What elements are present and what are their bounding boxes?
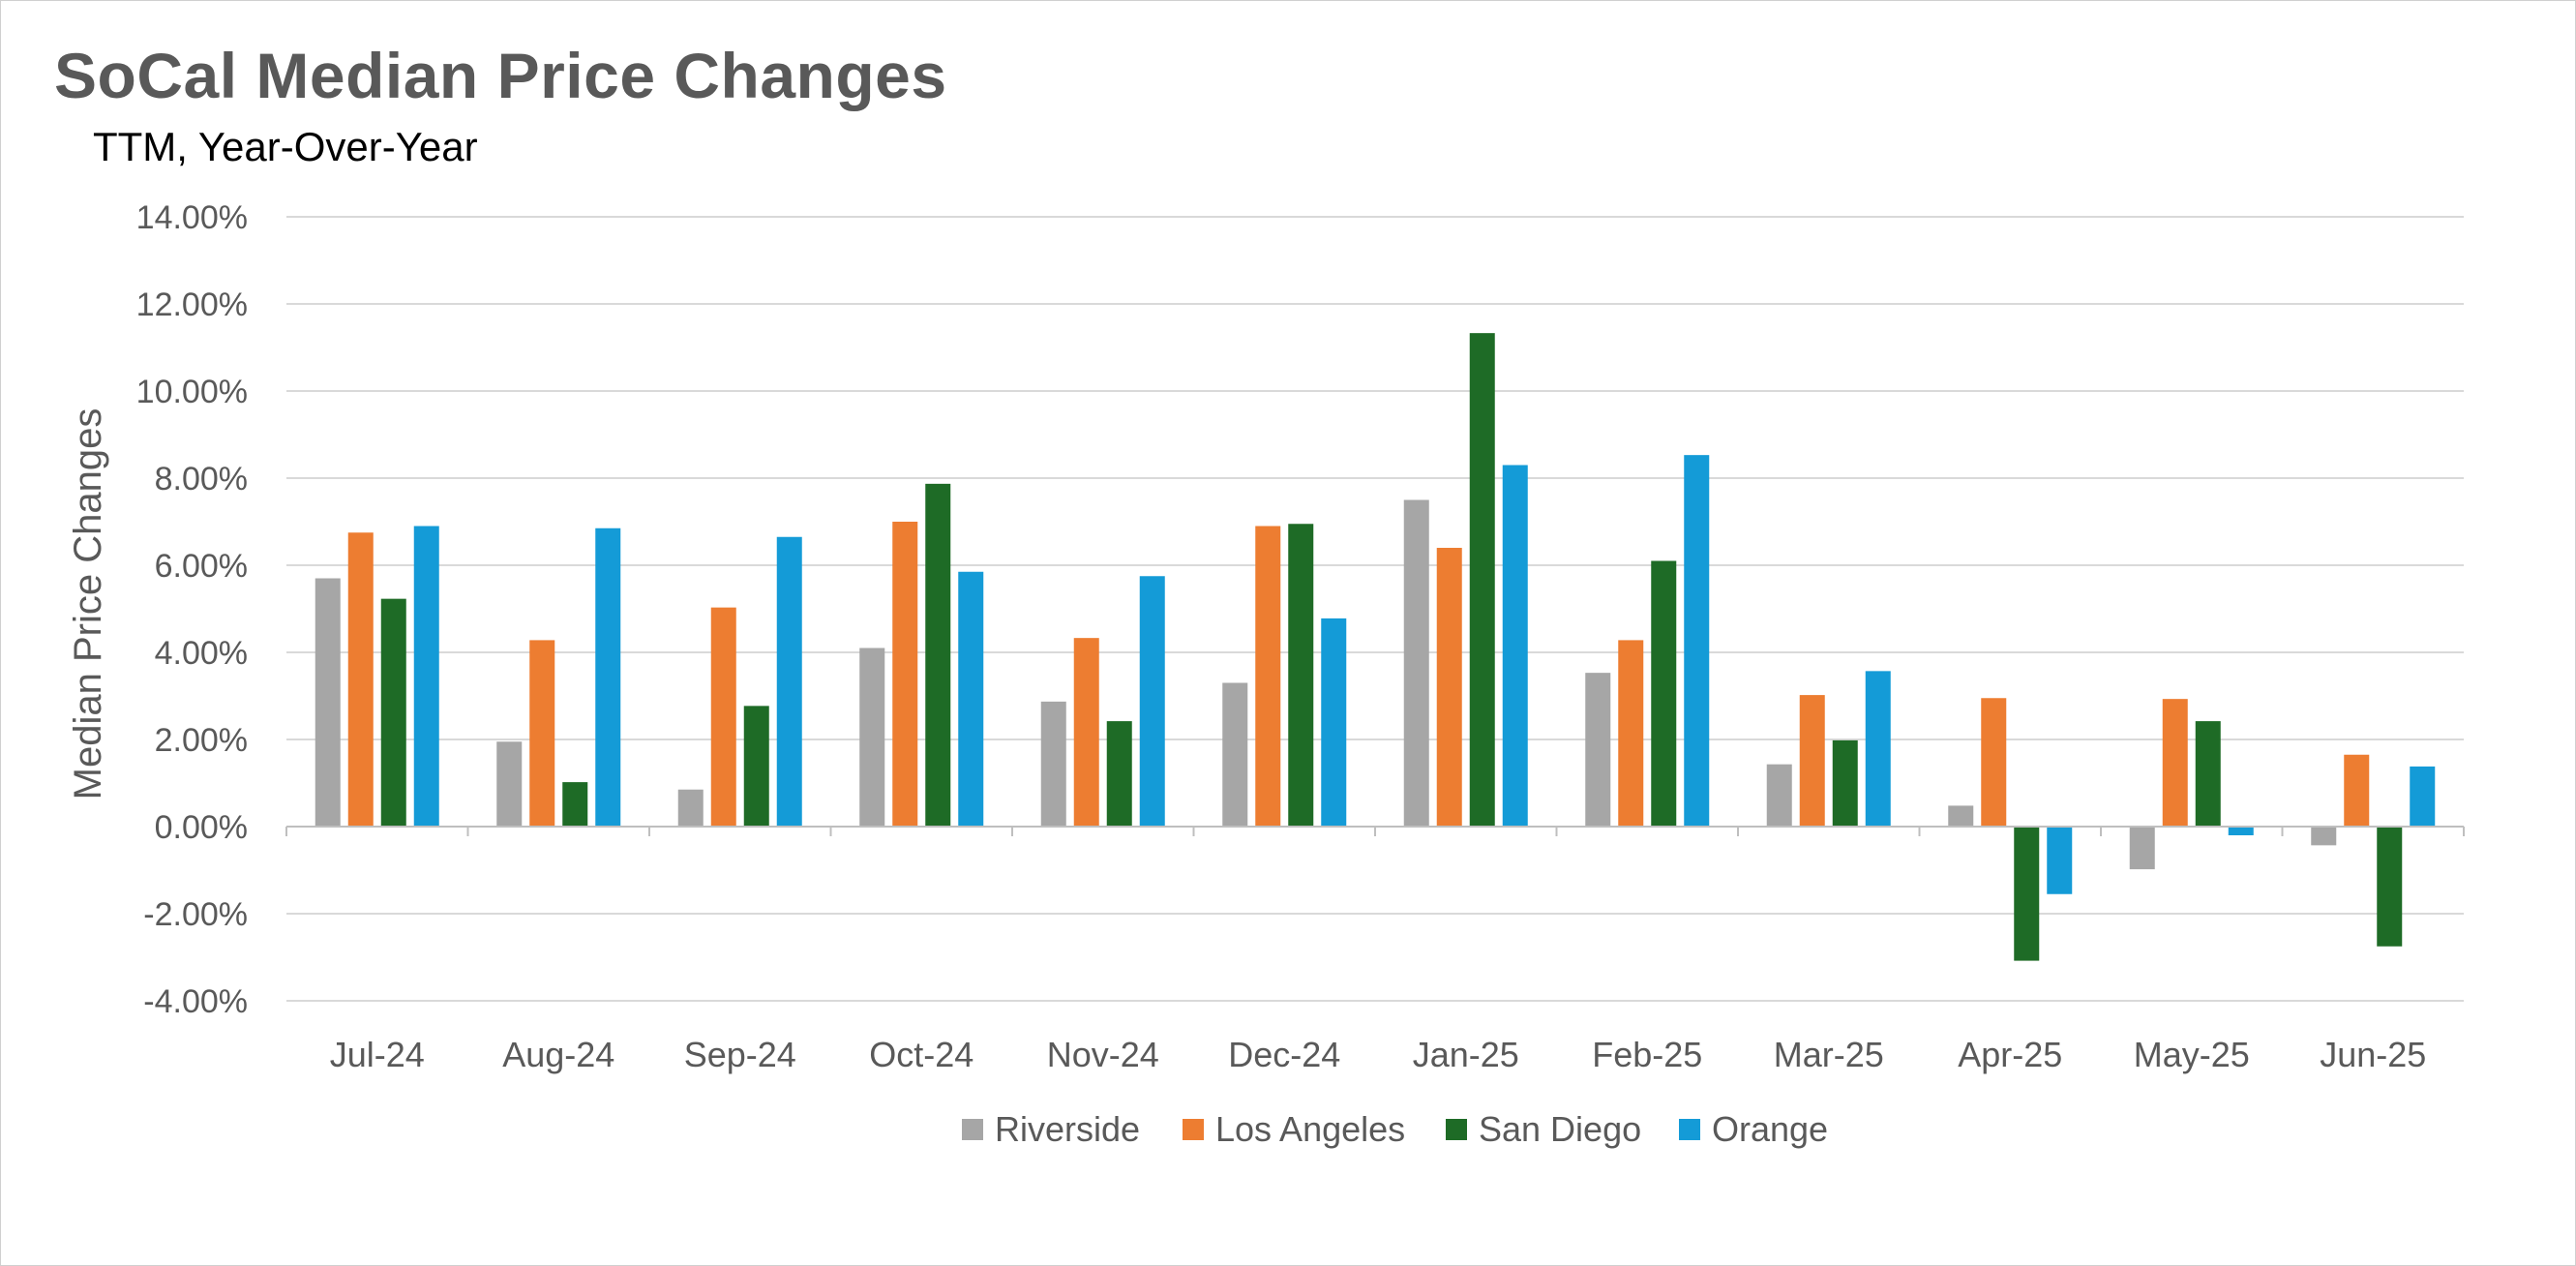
- bar-los-angeles: [1436, 548, 1462, 827]
- bar-los-angeles: [2162, 699, 2188, 827]
- bar-orange: [2228, 827, 2254, 835]
- bar-los-angeles: [1073, 638, 1099, 827]
- bar-san-diego: [1288, 524, 1314, 827]
- bar-los-angeles: [1981, 698, 2007, 827]
- bar-orange: [2410, 766, 2436, 827]
- bar-san-diego: [1106, 721, 1132, 827]
- y-tick-label: 14.00%: [136, 199, 248, 236]
- legend: Riverside Los Angeles San Diego Orange: [962, 1109, 1828, 1149]
- bar-los-angeles: [1618, 640, 1644, 827]
- bar-orange: [413, 526, 439, 827]
- bar-los-angeles: [1255, 526, 1281, 827]
- bar-san-diego: [562, 782, 588, 827]
- bar-san-diego: [2377, 827, 2403, 947]
- bar-los-angeles: [1799, 695, 1825, 827]
- y-tick-label: 0.00%: [155, 809, 248, 846]
- x-tick-label: May-25: [2134, 1035, 2250, 1074]
- legend-swatch: [962, 1119, 983, 1140]
- bar-riverside: [496, 741, 523, 827]
- bar-san-diego: [743, 706, 769, 827]
- bar-san-diego: [1469, 333, 1495, 827]
- y-tick-label: 12.00%: [136, 286, 248, 323]
- bar-los-angeles: [892, 522, 918, 827]
- bar-orange: [1865, 671, 1891, 827]
- bar-riverside: [1585, 673, 1611, 827]
- bar-riverside: [859, 648, 885, 827]
- bar-los-angeles: [2344, 754, 2370, 827]
- bar-san-diego: [2014, 827, 2040, 961]
- bar-orange: [1321, 618, 1347, 827]
- legend-swatch: [1446, 1119, 1467, 1140]
- x-tick-label: Aug-24: [502, 1035, 614, 1074]
- bar-orange: [595, 528, 621, 827]
- y-tick-labels: 14.00% 12.00% 10.00% 8.00% 6.00% 4.00% 2.00% 0.…: [136, 199, 248, 1020]
- bar-riverside: [1766, 764, 1792, 827]
- bar-san-diego: [1832, 739, 1858, 827]
- bar-orange: [1502, 465, 1528, 827]
- legend-swatch: [1183, 1119, 1204, 1140]
- y-tick-label: -2.00%: [143, 896, 248, 933]
- chart-subtitle: TTM, Year-Over-Year: [93, 124, 478, 169]
- gridlines: [286, 216, 2464, 1002]
- legend-label: Los Angeles: [1215, 1109, 1405, 1149]
- x-tick-label: Jun-25: [2320, 1035, 2426, 1074]
- bar-riverside: [1403, 499, 1429, 827]
- bar-orange: [1684, 455, 1710, 827]
- bar-riverside: [2311, 827, 2337, 846]
- bar-riverside: [677, 789, 704, 827]
- y-axis-label: Median Price Changes: [67, 408, 109, 800]
- bar-san-diego: [1651, 560, 1677, 827]
- bar-los-angeles: [710, 607, 736, 827]
- y-tick-label: -4.00%: [143, 983, 248, 1020]
- bar-san-diego: [925, 483, 951, 827]
- x-tick-label: Feb-25: [1592, 1035, 1702, 1074]
- x-tick-label: Jul-24: [330, 1035, 425, 1074]
- bar-orange: [2047, 827, 2073, 894]
- y-tick-label: 4.00%: [155, 635, 248, 672]
- y-tick-label: 6.00%: [155, 548, 248, 585]
- legend-label: Orange: [1712, 1109, 1828, 1149]
- bars: [315, 333, 2436, 961]
- x-tick-label: Oct-24: [869, 1035, 973, 1074]
- bar-san-diego: [380, 598, 406, 827]
- y-tick-label: 2.00%: [155, 722, 248, 759]
- x-tick-label: Sep-24: [684, 1035, 796, 1074]
- x-tick-label: Nov-24: [1047, 1035, 1159, 1074]
- y-tick-label: 10.00%: [136, 374, 248, 410]
- bar-riverside: [315, 578, 341, 827]
- legend-swatch: [1679, 1119, 1700, 1140]
- x-tick-label: Jan-25: [1413, 1035, 1519, 1074]
- bar-orange: [958, 571, 984, 827]
- bar-riverside: [1222, 682, 1248, 827]
- x-tick-label: Dec-24: [1228, 1035, 1340, 1074]
- x-tick-label: Mar-25: [1774, 1035, 1884, 1074]
- bar-riverside: [1040, 701, 1066, 827]
- bar-orange: [1139, 576, 1165, 827]
- bar-riverside: [1948, 805, 1974, 827]
- chart-title: SoCal Median Price Changes: [54, 40, 947, 111]
- bar-san-diego: [2195, 721, 2221, 827]
- bar-riverside: [2129, 827, 2155, 870]
- x-axis: [285, 826, 2465, 836]
- y-tick-label: 8.00%: [155, 461, 248, 497]
- legend-label: Riverside: [995, 1109, 1140, 1149]
- bar-los-angeles: [529, 640, 555, 827]
- legend-label: San Diego: [1479, 1109, 1641, 1149]
- x-tick-label: Apr-25: [1958, 1035, 2062, 1074]
- x-tick-labels: Jul-24 Aug-24 Sep-24 Oct-24 Nov-24 Dec-24 Jan-…: [330, 1035, 2427, 1074]
- bar-orange: [776, 536, 802, 827]
- bar-los-angeles: [347, 532, 374, 827]
